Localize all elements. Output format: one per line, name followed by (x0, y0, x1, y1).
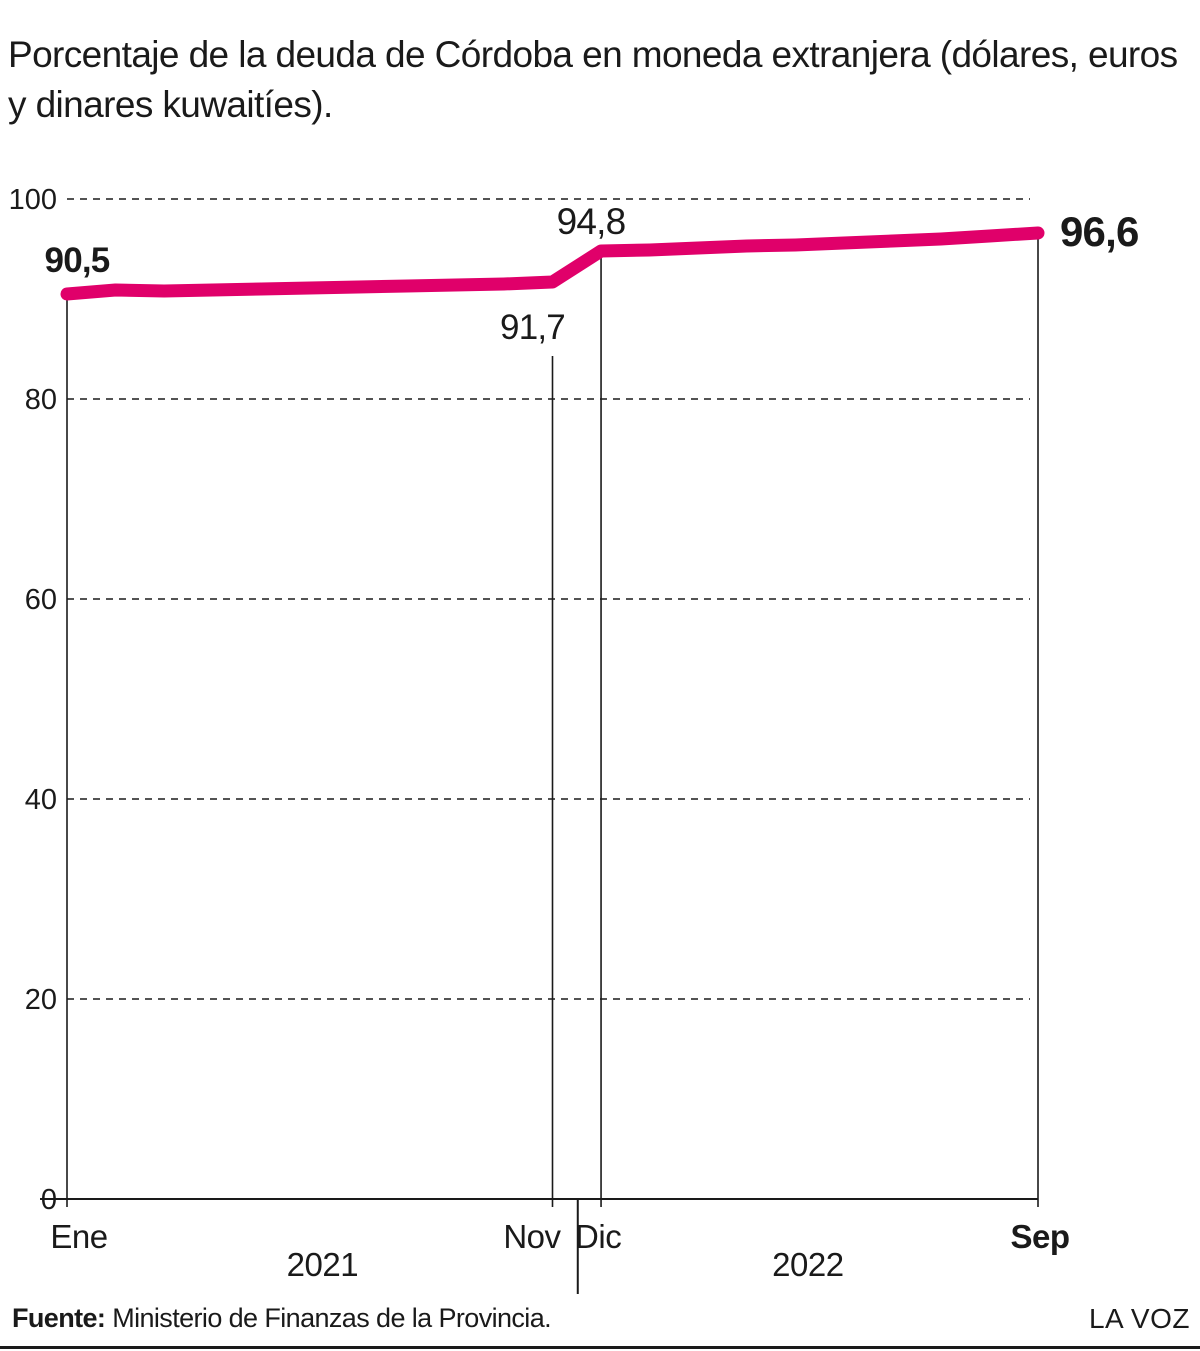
source-note: Fuente: Ministerio de Finanzas de la Pro… (12, 1303, 552, 1334)
y-tick-label: 100 (9, 184, 57, 216)
data-label: 94,8 (557, 201, 626, 242)
chart-title: Porcentaje de la deuda de Córdoba en mon… (8, 34, 1178, 125)
y-tick-label: 20 (25, 984, 57, 1016)
x-tick-label: Sep (1010, 1218, 1069, 1255)
y-tick-label: 80 (25, 384, 57, 416)
data-label: 90,5 (45, 241, 110, 280)
year-labels: 2021 2022 (287, 1199, 844, 1294)
x-tick-label: Ene (50, 1218, 107, 1255)
bottom-divider (0, 1346, 1200, 1349)
y-tick-label: 40 (25, 784, 57, 816)
brand-logo: LA VOZ (1088, 1303, 1190, 1334)
year-label: 2022 (772, 1246, 843, 1283)
annotation-guide-lines (551, 233, 1039, 1199)
series-layer (60, 226, 1045, 301)
year-label: 2021 (287, 1246, 358, 1283)
source-text: Ministerio de Finanzas de la Provincia. (112, 1303, 552, 1333)
data-label: 96,6 (1060, 208, 1139, 255)
x-tick-label: Dic (575, 1218, 621, 1255)
x-axis-tick-labels: Ene Nov Dic Sep (50, 1218, 1070, 1255)
data-label: 91,7 (500, 308, 565, 347)
y-axis-tick-labels: 0 20 40 60 80 100 (9, 184, 57, 1216)
y-tick-label: 60 (25, 584, 57, 616)
series-line (60, 226, 1045, 301)
y-tick-label: 0 (41, 1184, 57, 1216)
x-tick-label: Nov (503, 1218, 561, 1255)
data-labels: 90,5 91,7 94,8 96,6 (45, 201, 1140, 347)
source-label: Fuente: (12, 1303, 106, 1333)
axes (40, 294, 1039, 1207)
grid-lines (67, 198, 1030, 1000)
